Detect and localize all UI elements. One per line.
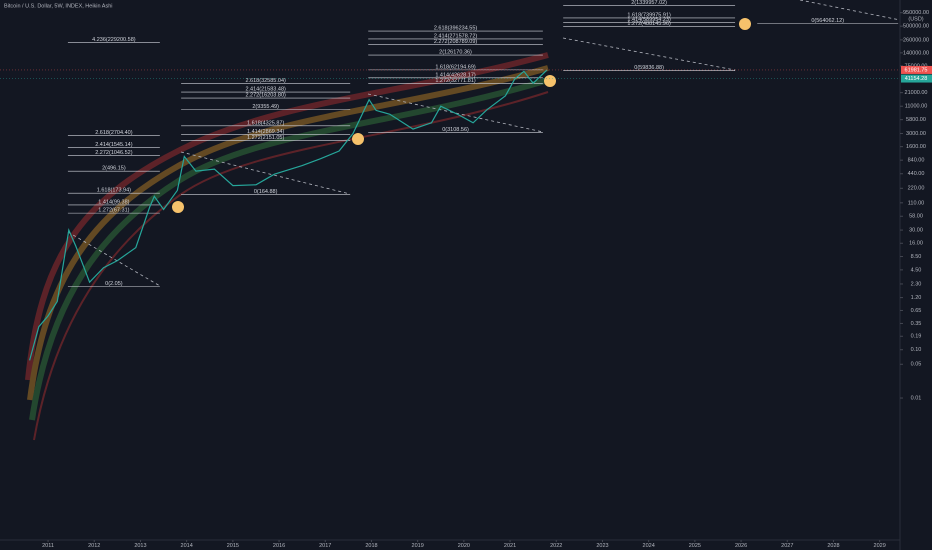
y-tick-label: 0.35 (911, 321, 922, 327)
band (33, 91, 549, 441)
x-tick-label: 2029 (874, 543, 886, 549)
currency: (USD) (908, 16, 923, 22)
x-tick-label: 2026 (735, 543, 747, 549)
fib-label: 1.272(32771.81) (435, 78, 476, 84)
fib-label: 2(126170.36) (439, 49, 472, 55)
band (29, 77, 549, 421)
fib-label: 1.414(99.38) (98, 199, 129, 205)
y-tick-label: 0.19 (911, 334, 922, 340)
trend-line (799, 0, 901, 21)
fib-label: 2(496.15) (102, 166, 126, 172)
fib-label: 2(1339957.02) (631, 0, 667, 6)
fib-label: 2.618(32585.04) (245, 78, 286, 84)
fib-label: 0(564062.12) (811, 18, 844, 24)
fib-label: 1.414(2869.34) (247, 129, 284, 135)
regression-bands (25, 52, 549, 441)
x-tick-label: 2015 (227, 543, 239, 549)
x-tick-label: 2025 (689, 543, 701, 549)
x-tick-label: 2013 (134, 543, 146, 549)
y-tick-label: 30.00 (909, 228, 923, 234)
price-label: 41154.28 (905, 76, 928, 82)
fib-label: 2.272(16203.80) (245, 93, 286, 99)
y-tick-label: 1600.00 (906, 144, 926, 150)
trend-line (562, 37, 736, 71)
y-tick-label: 21000.00 (905, 90, 928, 96)
arrow-marker (544, 75, 556, 87)
y-tick-label: 220.00 (908, 186, 925, 192)
x-tick-label: 2020 (458, 543, 470, 549)
fib-label: 2.272(1046.52) (95, 150, 132, 156)
fib-label: 2.414(21583.48) (245, 87, 286, 93)
band (25, 52, 549, 381)
y-tick-label: 5800.00 (906, 117, 926, 123)
markers (172, 18, 751, 213)
y-tick-label: 840.00 (908, 158, 925, 164)
y-tick-label: 1.20 (911, 295, 922, 301)
fib-label: 1.618(739975.91) (627, 12, 671, 18)
x-tick-label: 2012 (88, 543, 100, 549)
fib-label: 2(9355.49) (252, 104, 279, 110)
y-tick-label: 2.30 (911, 281, 922, 287)
y-tick-label: 140000.00 (903, 50, 929, 56)
x-tick-label: 2021 (504, 543, 516, 549)
x-tick-label: 2024 (643, 543, 655, 549)
price-label: 61981.75 (905, 67, 928, 73)
fib-label: 2.414(1545.14) (95, 142, 132, 148)
x-tick-label: 2014 (181, 543, 193, 549)
y-tick-label: 0.01 (911, 395, 922, 401)
fib-label: 2.618(396234.55) (434, 25, 478, 31)
y-tick-label: 11000.00 (905, 104, 928, 110)
y-tick-label: 8.50 (911, 254, 922, 260)
fib-label: 0(164.88) (254, 189, 278, 195)
y-tick-label: 0.10 (911, 347, 922, 353)
y-tick-label: 16.00 (909, 241, 923, 247)
y-tick-label: 0.65 (911, 308, 922, 314)
fib-label: 2.618(2704.40) (95, 130, 132, 136)
y-tick-label: 4.50 (911, 267, 922, 273)
x-tick-label: 2017 (319, 543, 331, 549)
y-tick-label: 950000.00 (903, 10, 929, 16)
x-tick-label: 2018 (365, 543, 377, 549)
y-tick-label: 260000.00 (903, 37, 929, 43)
fib-label: 0(2.05) (105, 281, 123, 287)
price-line (29, 69, 548, 361)
fib-label: 2.414(271578.72) (434, 33, 478, 39)
fib-label: 4.236(229200.58) (92, 37, 136, 43)
fib-label: 1.618(4325.87) (247, 120, 284, 126)
y-tick-label: 440.00 (908, 171, 925, 177)
fib-label: 1.414(589954.23) (627, 17, 671, 23)
x-tick-label: 2011 (42, 543, 54, 549)
y-tick-label: 110.00 (908, 200, 924, 206)
fib-label: 0(59836.88) (634, 65, 664, 71)
price-label-box (901, 74, 932, 83)
trend-lines (67, 0, 901, 287)
x-tick-label: 2016 (273, 543, 285, 549)
arrow-marker (739, 18, 751, 30)
fib-label: 1.272(67.31) (98, 208, 129, 214)
x-tick-label: 2028 (827, 543, 839, 549)
x-tick-label: 2023 (596, 543, 608, 549)
y-tick-label: 3000.00 (906, 131, 926, 137)
x-tick-label: 2027 (781, 543, 793, 549)
y-tick-label: 500000.00 (903, 24, 929, 30)
fib-label: 0(3108.56) (442, 127, 469, 133)
x-tick-label: 2019 (412, 543, 424, 549)
trend-line (180, 151, 351, 195)
fib-label: 1.272(488145.96) (627, 21, 671, 27)
x-tick-label: 2022 (550, 543, 562, 549)
price-label-box (901, 65, 932, 74)
fib-label: 1.618(173.94) (97, 188, 131, 194)
arrow-marker (352, 133, 364, 145)
y-tick-label: 58.00 (909, 214, 923, 220)
fib-label: 2.272(208789.09) (434, 39, 478, 45)
band (27, 65, 549, 401)
chart-title: Bitcoin / U.S. Dollar, 5W, INDEX, Heikin… (4, 3, 113, 9)
arrow-marker (172, 201, 184, 213)
fib-label: 1.272(2151.05) (247, 135, 284, 141)
y-tick-label: 0.05 (911, 362, 922, 368)
fib-label: 1.414(42628.17) (435, 72, 476, 78)
fib-label: 1.618(62194.69) (435, 64, 476, 70)
